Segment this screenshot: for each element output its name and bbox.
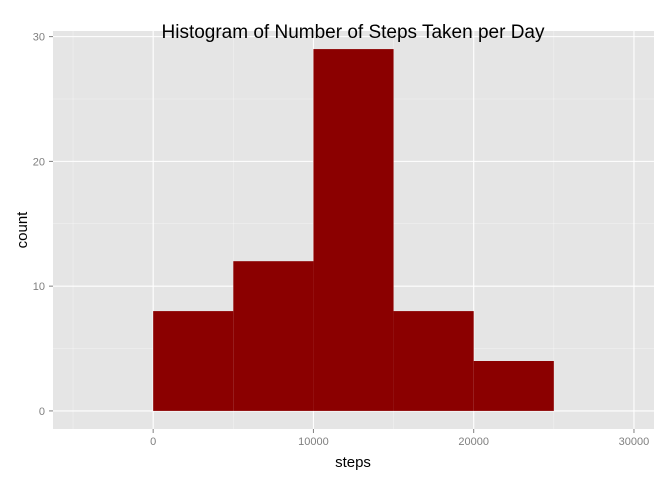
y-axis-ticks: 0 10 20 30: [33, 32, 53, 418]
histogram-bar: [233, 261, 314, 411]
x-tick-label: 20000: [458, 436, 489, 448]
y-tick-label: 30: [33, 32, 45, 44]
x-tick-label: 0: [150, 436, 156, 448]
histogram-bar: [313, 49, 394, 411]
histogram-bars: [153, 49, 554, 411]
y-axis-title: count: [14, 211, 31, 249]
x-tick-label: 10000: [298, 436, 329, 448]
chart-title: Histogram of Number of Steps Taken per D…: [162, 22, 545, 43]
y-tick-label: 0: [39, 406, 45, 418]
y-tick-label: 10: [33, 281, 45, 293]
x-axis-ticks: 0 10000 20000 30000: [150, 429, 649, 448]
x-tick-label: 30000: [619, 436, 650, 448]
histogram-bar: [393, 311, 474, 411]
histogram-bar: [473, 361, 554, 411]
x-axis-title: steps: [335, 454, 371, 471]
histogram-bar: [153, 311, 234, 411]
y-tick-label: 20: [33, 156, 45, 168]
